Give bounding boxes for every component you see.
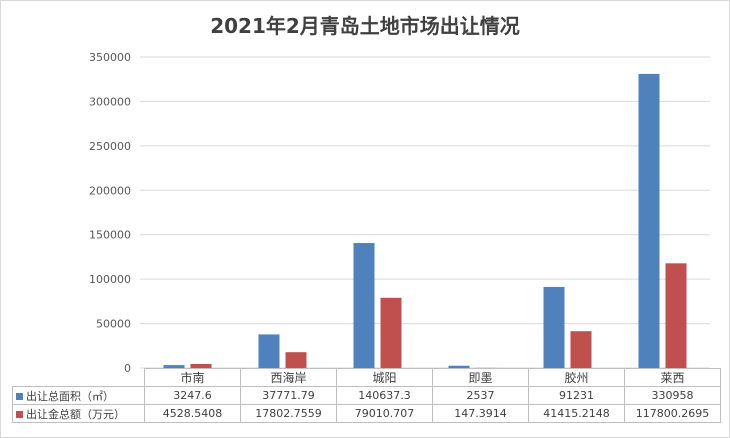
data-label: 3247.6 [144, 386, 241, 405]
y-tick-label: 150000 [89, 229, 131, 242]
bar-series-1-5 [638, 73, 660, 369]
legend-label: 出让金总额（万元） [26, 407, 125, 421]
x-tick-label: 西海岸 [240, 368, 337, 387]
y-tick-label: 250000 [89, 140, 131, 153]
x-tick-label: 胶州 [528, 368, 625, 387]
bar-series-1-0 [163, 365, 185, 368]
data-label: 37771.79 [240, 386, 337, 405]
bar-series-1-2 [353, 243, 375, 368]
y-tick-label: 350000 [89, 51, 131, 64]
bar-series-1-4 [543, 286, 565, 368]
x-tick-label: 即墨 [432, 368, 529, 387]
data-label: 91231 [528, 386, 625, 405]
legend-entry-series-2: 出让金总额（万元） [12, 404, 145, 423]
data-label: 2537 [432, 386, 529, 405]
bar-series-1-1 [258, 334, 280, 368]
data-label: 140637.3 [336, 386, 433, 405]
bar-series-2-0 [190, 363, 212, 368]
y-tick-label: 200000 [89, 184, 131, 197]
legend-label: 出让总面积（㎡） [26, 389, 114, 403]
x-tick-label: 市南 [144, 368, 241, 387]
bar-series-1-3 [448, 365, 470, 368]
data-table: 市南 西海岸 城阳 即墨 胶州 莱西出让总面积（㎡） 3247.6 37771.79 14063… [12, 368, 721, 423]
data-label: 41415.2148 [528, 404, 625, 423]
y-tick-label: 100000 [89, 273, 131, 286]
data-label: 79010.707 [336, 404, 433, 423]
data-label: 330958 [624, 386, 721, 405]
legend-swatch [16, 411, 23, 418]
data-label: 4528.5408 [144, 404, 241, 423]
data-label: 17802.7559 [240, 404, 337, 423]
bar-series-2-5 [665, 263, 687, 368]
bar-series-2-4 [570, 331, 592, 368]
table-corner [12, 368, 145, 387]
legend-entry-series-1: 出让总面积（㎡） [12, 386, 145, 405]
y-tick-label: 50000 [96, 318, 131, 331]
data-label: 117800.2695 [624, 404, 721, 423]
legend-swatch [16, 393, 23, 400]
x-tick-label: 城阳 [336, 368, 433, 387]
chart-title: 2021年2月青岛土地市场出让情况 [210, 14, 520, 38]
data-label: 147.3914 [432, 404, 529, 423]
bar-series-2-2 [380, 297, 402, 368]
x-tick-label: 莱西 [624, 368, 721, 387]
y-tick-label: 300000 [89, 95, 131, 108]
bar-series-2-1 [285, 352, 307, 368]
